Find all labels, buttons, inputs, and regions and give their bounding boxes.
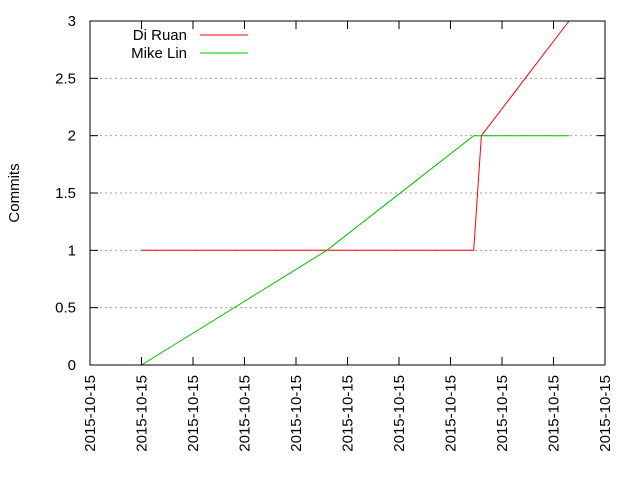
x-tick-labels: 2015-10-15 2015-10-15 2015-10-15 2015-10-15… [82, 375, 614, 452]
y-tick-label: 2.5 [55, 70, 76, 87]
series-line-mike-lin [141, 135, 569, 366]
y-tick-labels: 0 0.5 1 1.5 2 2.5 3 [55, 13, 76, 374]
x-tick-label: 2015-10-15 [237, 375, 254, 452]
series-lines [141, 20, 570, 366]
y-tick-label: 0.5 [55, 300, 76, 317]
grid-lines [90, 77, 605, 309]
x-tick-label: 2015-10-15 [546, 375, 563, 452]
x-tick-label: 2015-10-15 [443, 375, 460, 452]
x-tick-label: 2015-10-15 [494, 375, 511, 452]
x-tick-label: 2015-10-15 [340, 375, 357, 452]
legend-label-di-ruan: Di Ruan [133, 27, 187, 44]
y-axis-label: Commits [6, 163, 23, 222]
x-tick-label: 2015-10-15 [185, 375, 202, 452]
x-tick-label: 2015-10-15 [82, 375, 99, 452]
x-tick-label: 2015-10-15 [597, 375, 614, 452]
x-tick-label: 2015-10-15 [288, 375, 305, 452]
y-tick-label: 1.5 [55, 185, 76, 202]
y-tick-label: 1 [68, 242, 76, 259]
legend-label-mike-lin: Mike Lin [131, 45, 187, 62]
y-tick-label: 0 [68, 357, 76, 374]
series-line-di-ruan [141, 20, 570, 251]
x-tick-label: 2015-10-15 [391, 375, 408, 452]
legend: Di Ruan Mike Lin [131, 27, 248, 62]
x-tick-label: 2015-10-15 [134, 375, 151, 452]
plot-frame [89, 20, 606, 366]
axis-ticks [89, 20, 606, 366]
y-tick-label: 3 [68, 13, 76, 30]
y-tick-label: 2 [68, 128, 76, 145]
